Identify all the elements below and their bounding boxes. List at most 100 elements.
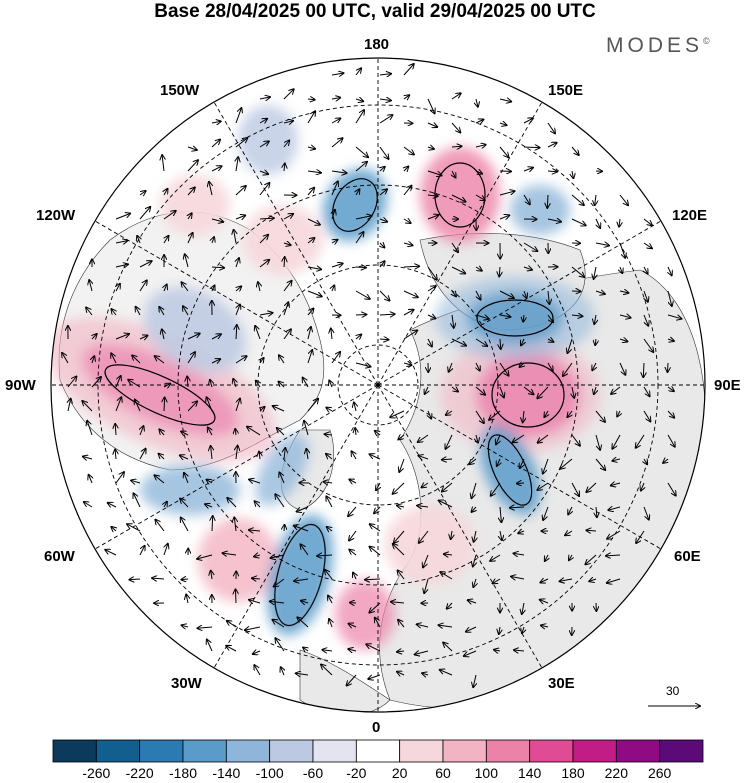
wind-arrow bbox=[379, 314, 395, 315]
wind-arrow bbox=[476, 434, 478, 443]
wind-arrow bbox=[324, 482, 333, 483]
wind-arrow bbox=[404, 167, 408, 172]
wind-arrow bbox=[184, 473, 188, 484]
wind-arrow bbox=[115, 241, 127, 243]
wind-arrow bbox=[211, 267, 224, 268]
wind-arrow bbox=[281, 667, 284, 676]
wind-arrow bbox=[329, 381, 332, 388]
wind-arrow bbox=[596, 506, 597, 517]
wind-arrow bbox=[183, 306, 189, 316]
wind-arrow bbox=[513, 434, 525, 442]
wind-arrow bbox=[476, 98, 478, 107]
wind-arrow bbox=[403, 146, 414, 155]
wind-arrow bbox=[475, 267, 482, 271]
wind-arrow bbox=[164, 236, 169, 244]
anomaly-neg-9 bbox=[255, 433, 309, 507]
wind-arrow bbox=[284, 257, 285, 268]
wind-arrow bbox=[187, 147, 197, 150]
wind-arrow bbox=[211, 121, 221, 123]
wind-arrow bbox=[464, 650, 477, 656]
wind-arrow bbox=[475, 386, 485, 395]
wind-arrow bbox=[227, 498, 237, 508]
wind-arrow bbox=[523, 267, 532, 270]
wind-arrow bbox=[187, 233, 193, 244]
wind-arrow bbox=[379, 115, 393, 124]
wind-arrow bbox=[586, 482, 597, 492]
wind-arrow bbox=[236, 446, 238, 460]
wind-arrow bbox=[547, 194, 548, 208]
wind-arrow bbox=[499, 146, 509, 157]
wind-arrow bbox=[428, 410, 431, 419]
wind-arrow bbox=[92, 356, 94, 364]
wind-arrow bbox=[331, 264, 343, 268]
wind-arrow bbox=[571, 194, 584, 205]
wind-arrow bbox=[68, 399, 71, 412]
wind-arrow bbox=[544, 410, 548, 417]
wind-arrow bbox=[236, 305, 240, 316]
wind-arrow bbox=[207, 480, 213, 483]
wind-arrow bbox=[327, 527, 332, 531]
wind-arrow bbox=[136, 307, 140, 316]
wind-arrow bbox=[390, 410, 405, 417]
wind-arrow bbox=[210, 380, 212, 388]
wind-arrow bbox=[427, 266, 437, 280]
wind-arrow bbox=[500, 530, 502, 540]
wind-arrow bbox=[235, 138, 247, 148]
wind-arrow bbox=[308, 327, 311, 340]
wind-arrow bbox=[643, 218, 652, 225]
wind-arrow bbox=[619, 339, 627, 342]
wind-arrow bbox=[164, 189, 168, 196]
wind-arrow bbox=[132, 355, 141, 364]
wind-arrow bbox=[352, 451, 357, 460]
wind-arrow bbox=[279, 382, 285, 388]
wind-arrow bbox=[134, 493, 141, 508]
wind-arrow bbox=[475, 315, 489, 319]
wind-arrow bbox=[589, 579, 597, 581]
wind-arrow bbox=[499, 626, 500, 634]
wind-arrow bbox=[379, 74, 391, 75]
wind-arrow bbox=[475, 145, 486, 147]
wind-arrow bbox=[511, 577, 525, 580]
wind-arrow bbox=[595, 434, 600, 450]
wind-arrow bbox=[449, 362, 452, 372]
wind-arrow bbox=[451, 93, 461, 100]
wind-arrow bbox=[326, 496, 333, 508]
wind-arrow bbox=[155, 475, 165, 484]
anomaly-pos-4 bbox=[198, 518, 278, 602]
wind-arrow bbox=[571, 434, 580, 446]
colorbar-swatch bbox=[52, 739, 97, 763]
wind-arrow bbox=[440, 572, 453, 580]
wind-arrow bbox=[379, 189, 387, 196]
wind-arrow bbox=[187, 334, 200, 340]
wind-vectors bbox=[62, 64, 681, 687]
wind-arrow bbox=[180, 499, 189, 508]
wind-arrow bbox=[451, 530, 452, 539]
wind-arrow bbox=[326, 408, 333, 411]
wind-arrow bbox=[380, 167, 385, 171]
wind-arrow bbox=[403, 330, 417, 340]
wind-arrow bbox=[187, 188, 195, 196]
wind-arrow bbox=[608, 507, 621, 510]
wind-arrow bbox=[417, 624, 429, 627]
wind-arrow bbox=[236, 325, 237, 340]
wind-arrow bbox=[494, 650, 501, 651]
wind-arrow bbox=[155, 356, 165, 364]
wind-arrow bbox=[260, 407, 265, 411]
wind-arrow bbox=[355, 290, 370, 299]
wind-arrow bbox=[418, 434, 429, 442]
wind-arrow bbox=[376, 482, 380, 490]
wind-arrow bbox=[490, 554, 501, 561]
wind-arrow bbox=[115, 334, 129, 340]
wind-arrow bbox=[424, 578, 429, 593]
wind-arrow bbox=[446, 411, 453, 415]
wind-arrow bbox=[115, 397, 121, 412]
wind-arrow bbox=[355, 99, 363, 101]
wind-arrow bbox=[115, 264, 128, 267]
wind-arrow bbox=[331, 171, 347, 173]
wind-arrow bbox=[328, 596, 332, 604]
wind-arrow bbox=[283, 329, 291, 340]
wind-arrow bbox=[349, 530, 357, 541]
wind-arrow bbox=[307, 350, 312, 364]
wind-arrow bbox=[537, 482, 549, 490]
